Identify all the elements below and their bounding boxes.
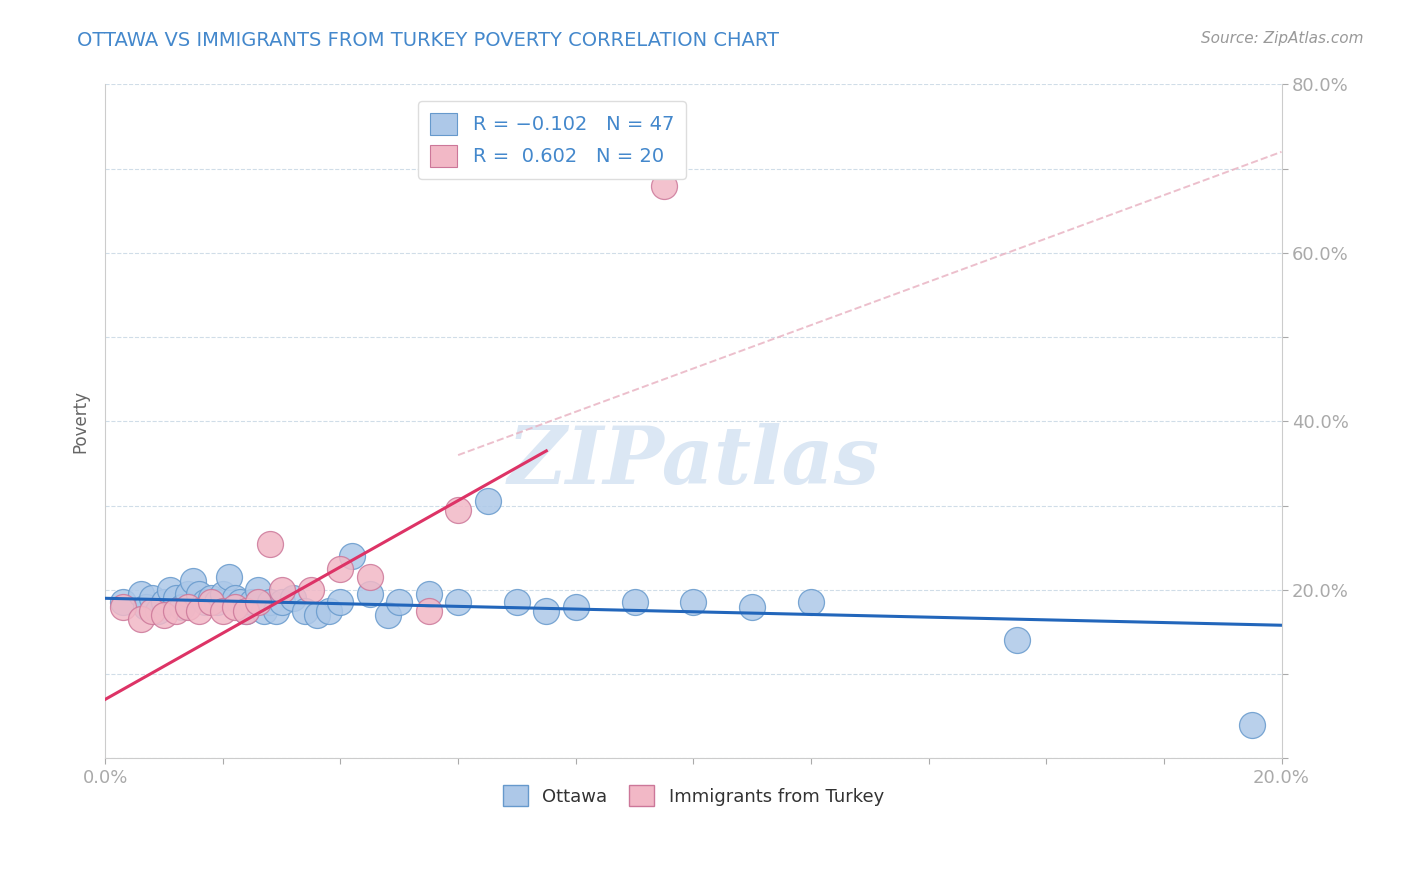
Point [329, 595, 352, 609]
Point [342, 549, 364, 564]
Point [270, 595, 292, 609]
Point [240, 595, 263, 609]
Point [447, 503, 470, 517]
Point [141, 591, 163, 606]
Point [153, 595, 176, 609]
Point [176, 599, 198, 614]
Point [111, 595, 134, 609]
Point [141, 604, 163, 618]
Point [506, 595, 529, 609]
Point [564, 599, 586, 614]
Point [229, 595, 252, 609]
Point [259, 536, 281, 550]
Point [682, 595, 704, 609]
Text: OTTAWA VS IMMIGRANTS FROM TURKEY POVERTY CORRELATION CHART: OTTAWA VS IMMIGRANTS FROM TURKEY POVERTY… [77, 31, 779, 50]
Point [135, 599, 157, 614]
Point [652, 178, 675, 193]
Point [153, 608, 176, 623]
Point [159, 582, 181, 597]
Point [224, 599, 246, 614]
Point [235, 604, 257, 618]
Point [305, 608, 328, 623]
Point [211, 587, 233, 601]
Point [224, 591, 246, 606]
Point [447, 595, 470, 609]
Point [270, 582, 292, 597]
Point [165, 604, 187, 618]
Point [1241, 717, 1264, 731]
Point [741, 599, 763, 614]
Point [800, 595, 823, 609]
Point [318, 604, 340, 618]
Point [235, 604, 257, 618]
Point [294, 604, 316, 618]
Point [200, 591, 222, 606]
Point [623, 595, 645, 609]
Text: ZIPatlas: ZIPatlas [508, 423, 879, 500]
Point [247, 582, 270, 597]
Point [329, 562, 352, 576]
Point [253, 604, 276, 618]
Point [211, 604, 233, 618]
Point [188, 587, 211, 601]
Point [377, 608, 399, 623]
Point [170, 599, 193, 614]
Point [283, 591, 305, 606]
Point [477, 494, 499, 508]
Point [176, 587, 198, 601]
Point [359, 587, 381, 601]
Text: Source: ZipAtlas.com: Source: ZipAtlas.com [1201, 31, 1364, 46]
Point [388, 595, 411, 609]
Point [111, 599, 134, 614]
Point [299, 582, 322, 597]
Legend: Ottawa, Immigrants from Turkey: Ottawa, Immigrants from Turkey [495, 778, 891, 814]
Point [418, 587, 440, 601]
Point [536, 604, 558, 618]
Point [194, 595, 217, 609]
Point [129, 587, 152, 601]
Point [146, 604, 169, 618]
Point [183, 574, 205, 589]
Point [200, 595, 222, 609]
Point [188, 604, 211, 618]
Point [129, 612, 152, 626]
Point [259, 595, 281, 609]
Point [264, 604, 287, 618]
Point [418, 604, 440, 618]
Point [165, 591, 187, 606]
Point [359, 570, 381, 584]
Point [205, 595, 228, 609]
Y-axis label: Poverty: Poverty [72, 390, 89, 453]
Point [1005, 633, 1028, 648]
Point [218, 570, 240, 584]
Point [247, 595, 270, 609]
